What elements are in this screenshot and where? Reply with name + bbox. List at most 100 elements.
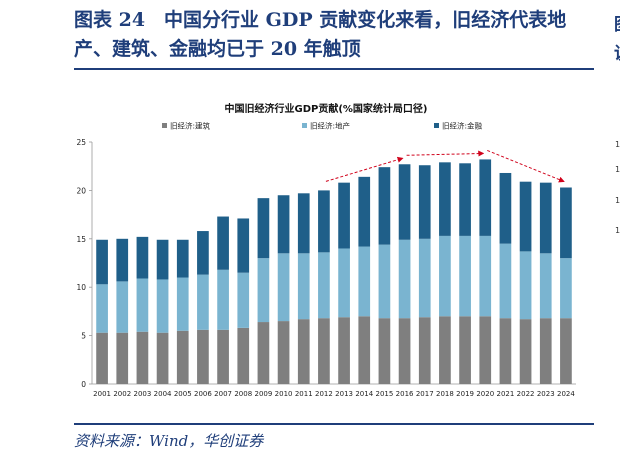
figure-title: 图表 24 中国分行业 GDP 贡献变化来看，旧经济代表地产、建筑、金融均已于 … [74,9,567,60]
x-tick-label: 2003 [134,390,152,398]
bar-segment [499,243,512,319]
bar-segment [116,238,129,282]
bar-segment [560,258,572,319]
bar-segment [338,317,350,384]
bar-segment [176,277,189,331]
bar-segment [217,216,229,270]
chart-legend: 旧经济:建筑 旧经济:地产 旧经济:金融 [162,121,483,131]
bar-segment [439,316,451,384]
bar-segment [96,284,108,333]
legend-label: 旧经济:金融 [442,121,483,131]
source-divider [74,423,594,425]
legend-swatch [162,123,167,128]
bar-segment [136,236,149,279]
bar-segment [358,316,371,384]
x-tick-label: 2012 [315,390,333,398]
trend-arrow [487,149,565,183]
trend-arrow [325,156,404,182]
y-tick-label: 0 [81,380,86,389]
trend-arrow [406,150,485,157]
bar-segment [398,318,411,384]
bar-segment [197,231,209,275]
bar-segment [257,198,270,259]
bar-segment [297,193,310,254]
bar-segment [217,329,229,384]
bar-segment [257,322,270,384]
x-tick-label: 2005 [174,390,192,398]
y-tick-label: 25 [76,138,86,147]
y-tick-label: 15 [76,235,86,244]
bar-segment [418,317,431,384]
bar-segment [237,327,250,384]
bar-segment [499,318,512,384]
bar-segment [459,163,471,236]
x-tick-label: 2006 [194,390,212,398]
x-tick-label: 2004 [154,390,172,398]
bar-segment [277,321,290,384]
adjacent-title-glyph: 说 [614,39,620,64]
bar-segment [197,274,209,330]
bar-segment [459,316,471,384]
bar-segment [217,269,229,330]
bar-segment [418,165,431,239]
bar-segment [116,281,129,333]
legend-label: 旧经济:建筑 [170,121,211,131]
source-note: 资料来源：Wind，华创证券 [74,432,264,450]
x-tick-label: 2021 [497,390,515,398]
bar-segment [136,331,149,384]
bar-segment [479,316,492,384]
bar-segment [156,332,169,384]
adjacent-tick-label: 1 [615,196,620,205]
bar-segment [96,332,108,384]
x-tick-label: 2013 [335,390,353,398]
bar-segment [398,164,411,240]
bar-segment [358,176,371,247]
bar-segment [479,235,492,317]
bar-segment [96,239,108,285]
bar-segment [318,252,330,319]
bar-segment [257,258,270,323]
bar-segment [116,332,129,384]
adjacent-tick-label: 1 [615,165,620,174]
bar-segment [197,329,209,384]
x-tick-label: 2009 [255,390,273,398]
chart-bars [96,159,572,384]
x-tick-label: 2002 [113,390,131,398]
bar-segment [156,279,169,333]
y-tick-label: 20 [76,186,86,195]
adjacent-tick-label: 1 [615,226,620,235]
bar-segment [237,272,250,328]
bar-segment [297,319,310,384]
stacked-bar-chart: 中国旧经济行业GDP贡献(%国家统计局口径) 旧经济:建筑 旧经济:地产 旧经济:金… [76,102,576,398]
bar-segment [539,182,552,254]
bar-segment [519,319,532,384]
bar-segment [398,239,411,319]
bar-segment [318,318,330,384]
bar-segment [560,318,572,384]
bar-segment [358,246,371,317]
bar-segment [439,162,451,236]
bar-segment [297,253,310,320]
chart-title: 中国旧经济行业GDP贡献(%国家统计局口径) [225,102,428,115]
x-tick-label: 2007 [214,390,232,398]
bar-segment [378,244,391,319]
x-tick-label: 2019 [456,390,474,398]
trend-arrows [325,149,565,183]
bar-segment [277,253,290,322]
legend-swatch [302,123,307,128]
bar-segment [237,218,250,273]
bar-segment [539,253,552,319]
x-tick-label: 2016 [396,390,414,398]
x-tick-label: 2017 [416,390,434,398]
bar-segment [378,318,391,384]
x-tick-label: 2015 [376,390,394,398]
x-tick-label: 2020 [476,390,494,398]
x-tick-label: 2024 [557,390,575,398]
bar-segment [519,181,532,252]
bar-segment [338,248,350,318]
bar-segment [479,159,492,236]
x-tick-label: 2022 [517,390,535,398]
bar-segment [560,187,572,259]
title-divider [74,68,594,70]
